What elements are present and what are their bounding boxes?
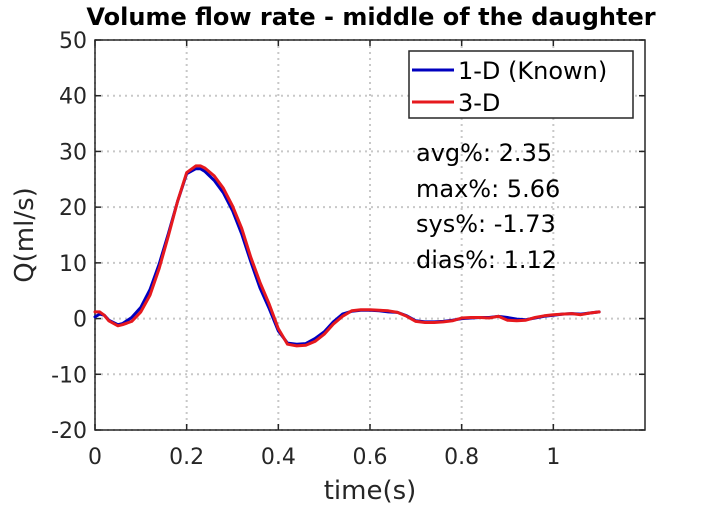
y-tick-label: -10	[51, 363, 87, 388]
annotation-avg: avg%: 2.35	[416, 139, 552, 167]
x-tick-label: 1	[546, 445, 560, 470]
y-axis-label: Q(ml/s)	[10, 187, 40, 283]
series-line-3d	[93, 164, 601, 348]
x-axis-label: time(s)	[324, 476, 417, 506]
chart-title: Volume flow rate - middle of the daughte…	[86, 3, 655, 31]
y-tick-label: -20	[51, 419, 87, 444]
y-tick-label: 50	[59, 29, 87, 54]
x-tick-label: 0.8	[444, 445, 479, 470]
x-tick-label: 0.2	[169, 445, 204, 470]
annotation-sys: sys%: -1.73	[416, 210, 556, 238]
legend-label-1d-known: 1-D (Known)	[458, 57, 607, 85]
x-tick-label: 0	[88, 445, 102, 470]
y-tick-label: 0	[73, 308, 87, 333]
annotations: avg%: 2.35 max%: 5.66 sys%: -1.73 dias%:…	[416, 139, 560, 274]
y-tick-label: 10	[59, 252, 87, 277]
axis-ticks: 0 0.2 0.4 0.6 0.8 1 -20 -10 0 10 20 30 40 50	[51, 29, 645, 470]
legend-box	[408, 50, 634, 119]
x-tick-label: 0.6	[353, 445, 388, 470]
annotation-max: max%: 5.66	[416, 175, 560, 203]
series-lines	[93, 164, 601, 348]
annotation-dias: dias%: 1.12	[416, 246, 557, 274]
x-tick-label: 0.4	[261, 445, 296, 470]
y-tick-label: 40	[59, 85, 87, 110]
y-tick-label: 20	[59, 196, 87, 221]
y-tick-label: 30	[59, 140, 87, 165]
legend: 1-D (Known) 3-D	[408, 50, 634, 119]
legend-label-3d: 3-D	[458, 89, 500, 117]
